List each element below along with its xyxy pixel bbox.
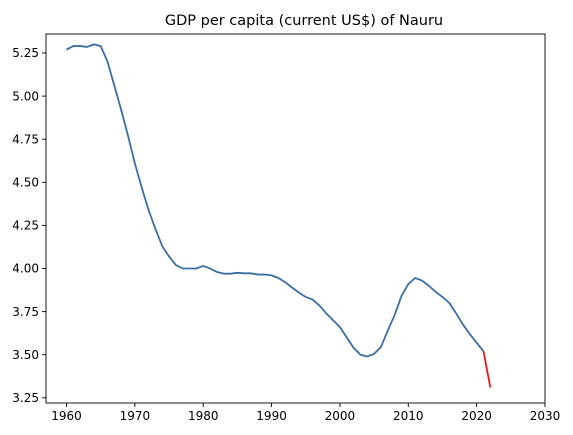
- x-tick-label: 1990: [256, 409, 287, 423]
- series-layer: [66, 43, 492, 388]
- y-tick-label: 4.50: [12, 175, 39, 189]
- x-tick-label: 1970: [120, 409, 151, 423]
- x-tick-label: 2010: [393, 409, 424, 423]
- y-tick-label: 3.75: [12, 305, 39, 319]
- y-tick-label: 4.75: [12, 132, 39, 146]
- x-tick-label: 2020: [461, 409, 492, 423]
- x-tick-label: 2000: [325, 409, 356, 423]
- y-tick-label: 5.25: [12, 46, 39, 60]
- y-tick-label: 3.25: [12, 391, 39, 405]
- y-tick-label: 4.00: [12, 262, 39, 276]
- y-tick-label: 4.25: [12, 219, 39, 233]
- y-tick-label: 5.00: [12, 89, 39, 103]
- series-line-1: [482, 351, 492, 388]
- x-tick-label: 1980: [188, 409, 219, 423]
- plot-frame: [45, 33, 546, 404]
- x-tick-label: 2030: [530, 409, 561, 423]
- axes-layer: 1960 1970 1980 1990 2000 2010 2020 2030 3.25 3.50…: [12, 33, 561, 423]
- chart-title: GDP per capita (current US$) of Nauru: [165, 13, 443, 29]
- y-tick-label: 3.50: [12, 348, 39, 362]
- series-line-0: [66, 43, 485, 358]
- x-tick-label: 1960: [51, 409, 82, 423]
